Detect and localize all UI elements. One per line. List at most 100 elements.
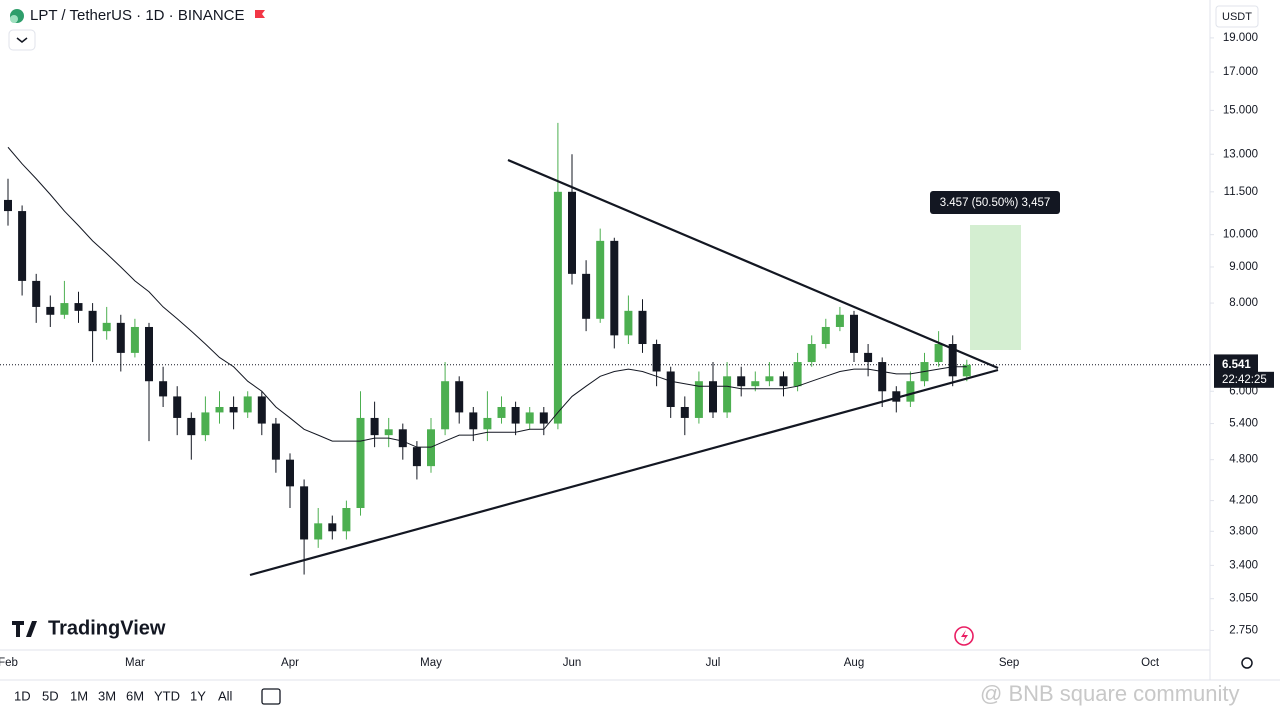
candle-body bbox=[652, 344, 661, 372]
candle-body bbox=[610, 240, 619, 336]
symbol-title[interactable]: LPT / TetherUS · 1D · BINANCE bbox=[30, 7, 245, 24]
price-label-box bbox=[1214, 356, 1258, 373]
range-button[interactable]: 5D bbox=[42, 688, 59, 703]
candle-body bbox=[314, 523, 323, 540]
candle-body bbox=[765, 376, 774, 382]
flag-icon[interactable] bbox=[255, 10, 265, 18]
y-tick-label: 5.400 bbox=[1229, 418, 1258, 430]
candle-body bbox=[624, 310, 633, 336]
y-tick-label: 4.200 bbox=[1229, 495, 1258, 507]
candle-body bbox=[412, 447, 421, 467]
range-button[interactable]: All bbox=[218, 688, 233, 703]
candle-body bbox=[328, 523, 337, 532]
range-button[interactable]: 1D bbox=[14, 688, 31, 703]
candle-body bbox=[878, 362, 887, 392]
candle-body bbox=[539, 412, 548, 424]
candle-body bbox=[525, 412, 534, 424]
y-tick-label: 13.000 bbox=[1223, 148, 1258, 160]
range-button[interactable]: 3M bbox=[98, 688, 116, 703]
candle-body bbox=[596, 240, 605, 319]
candle-body bbox=[102, 322, 111, 332]
currency-label: USDT bbox=[1222, 11, 1252, 23]
y-tick-label: 4.800 bbox=[1229, 454, 1258, 466]
y-tick-label: 2.750 bbox=[1229, 624, 1258, 636]
range-button[interactable]: 6M bbox=[126, 688, 144, 703]
candle-body bbox=[370, 417, 379, 436]
range-button[interactable]: 1Y bbox=[190, 688, 206, 703]
candle-body bbox=[582, 273, 591, 319]
candle-body bbox=[159, 381, 168, 397]
candle-body bbox=[779, 376, 788, 387]
candle-body bbox=[553, 191, 562, 424]
y-tick-label: 9.000 bbox=[1229, 261, 1258, 273]
chevron-icon bbox=[16, 37, 28, 43]
candle-body bbox=[300, 486, 309, 540]
price-label: 6.541 bbox=[1222, 359, 1251, 371]
x-tick-label: Sep bbox=[999, 657, 1019, 669]
candle-body bbox=[723, 376, 732, 413]
candle-body bbox=[835, 314, 844, 327]
candle-body bbox=[469, 412, 478, 430]
candle-body bbox=[850, 314, 858, 353]
x-tick-label: Oct bbox=[1141, 657, 1160, 669]
currency-button[interactable] bbox=[1215, 5, 1259, 28]
candle-body bbox=[74, 303, 83, 311]
candle-body bbox=[497, 406, 506, 418]
x-tick-label: Feb bbox=[0, 657, 18, 669]
range-toolbar: 1D 5D 1M 3M 6M YTD 1Y All bbox=[14, 688, 233, 703]
candle-body bbox=[88, 310, 97, 332]
candle-body bbox=[384, 429, 393, 436]
measure-label: 3.457 (50.50%) 3,457 bbox=[940, 197, 1051, 209]
candle-body bbox=[215, 406, 224, 413]
trendline-upper bbox=[507, 158, 999, 370]
candle-body bbox=[821, 326, 830, 345]
candle-body bbox=[243, 396, 252, 413]
indicator-icon[interactable] bbox=[954, 626, 974, 646]
candle-body bbox=[398, 429, 407, 448]
y-tick-label: 10.000 bbox=[1223, 229, 1258, 241]
moving-average bbox=[7, 146, 967, 448]
settings-icon[interactable] bbox=[1241, 657, 1253, 669]
y-tick-label: 15.000 bbox=[1223, 104, 1258, 116]
candle-body bbox=[286, 459, 294, 487]
candle-body bbox=[680, 406, 689, 418]
x-tick-label: Aug bbox=[844, 657, 864, 669]
candle-body bbox=[46, 306, 55, 315]
y-tick-label: 3.400 bbox=[1229, 559, 1258, 571]
y-tick-label: 17.000 bbox=[1223, 66, 1258, 78]
candle-body bbox=[427, 429, 435, 467]
candle-body bbox=[257, 396, 266, 424]
candle-body bbox=[116, 322, 125, 353]
brand-logo bbox=[12, 621, 37, 637]
collapse-button[interactable] bbox=[8, 29, 36, 51]
candle-body bbox=[60, 303, 69, 315]
x-tick-label: Apr bbox=[281, 657, 299, 669]
candle-body bbox=[666, 371, 675, 407]
measure-label-box bbox=[930, 191, 1060, 214]
brand-name: TradingView bbox=[48, 617, 166, 639]
candle-body bbox=[271, 423, 280, 460]
candle-body bbox=[229, 406, 238, 413]
candle-body bbox=[934, 344, 943, 363]
y-tick-label: 3.050 bbox=[1229, 593, 1258, 605]
candle-body bbox=[130, 326, 139, 353]
candle-body bbox=[892, 391, 901, 402]
range-button[interactable]: YTD bbox=[154, 688, 180, 703]
watermark: @ BNB square community bbox=[980, 681, 1240, 706]
x-tick-label: May bbox=[420, 657, 442, 669]
candle-body bbox=[455, 381, 464, 413]
candle-body bbox=[793, 362, 802, 387]
candle-body bbox=[948, 344, 957, 377]
range-button[interactable]: 1M bbox=[70, 688, 88, 703]
calendar-icon[interactable] bbox=[261, 688, 281, 705]
candle-body bbox=[483, 417, 492, 430]
plot: 19.000 17.000 15.000 13.000 11.500 10.000 9.00… bbox=[0, 32, 1274, 669]
x-tick-label: Jul bbox=[706, 657, 721, 669]
candle-body bbox=[864, 352, 873, 363]
candle-body bbox=[187, 417, 196, 436]
candle-body bbox=[638, 310, 647, 345]
candle-body bbox=[342, 507, 351, 532]
candle-body bbox=[751, 381, 760, 387]
